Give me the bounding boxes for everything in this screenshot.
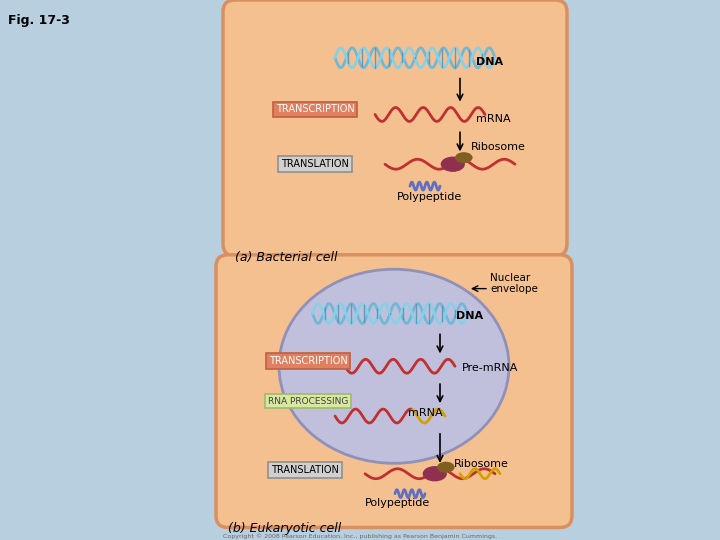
Text: RNA PROCESSING: RNA PROCESSING (268, 396, 348, 406)
Text: (a) Bacterial cell: (a) Bacterial cell (235, 251, 338, 264)
Text: DNA: DNA (476, 57, 503, 67)
Text: Ribosome: Ribosome (471, 143, 526, 152)
Text: TRANSCRIPTION: TRANSCRIPTION (276, 104, 354, 114)
Text: Polypeptide: Polypeptide (365, 497, 431, 508)
Text: Pre-mRNA: Pre-mRNA (462, 363, 518, 373)
Text: TRANSLATION: TRANSLATION (271, 465, 339, 475)
Text: Copyright © 2008 Pearson Education, Inc., publishing as Pearson Benjamin Cumming: Copyright © 2008 Pearson Education, Inc.… (223, 534, 497, 539)
Text: DNA: DNA (456, 312, 483, 321)
Text: Nuclear
envelope: Nuclear envelope (490, 273, 538, 294)
Text: TRANSLATION: TRANSLATION (281, 159, 349, 169)
Ellipse shape (455, 152, 472, 163)
Ellipse shape (279, 269, 509, 463)
Ellipse shape (437, 462, 454, 472)
Ellipse shape (423, 466, 447, 481)
FancyBboxPatch shape (216, 255, 572, 528)
Text: mRNA: mRNA (476, 114, 510, 124)
Text: TRANSCRIPTION: TRANSCRIPTION (269, 356, 347, 366)
Text: (b) Eukaryotic cell: (b) Eukaryotic cell (228, 522, 341, 535)
Text: mRNA: mRNA (408, 408, 442, 418)
Text: Fig. 17-3: Fig. 17-3 (8, 14, 70, 27)
Text: Polypeptide: Polypeptide (397, 192, 463, 202)
Text: Ribosome: Ribosome (454, 459, 509, 469)
Ellipse shape (441, 157, 465, 172)
FancyBboxPatch shape (223, 0, 567, 256)
